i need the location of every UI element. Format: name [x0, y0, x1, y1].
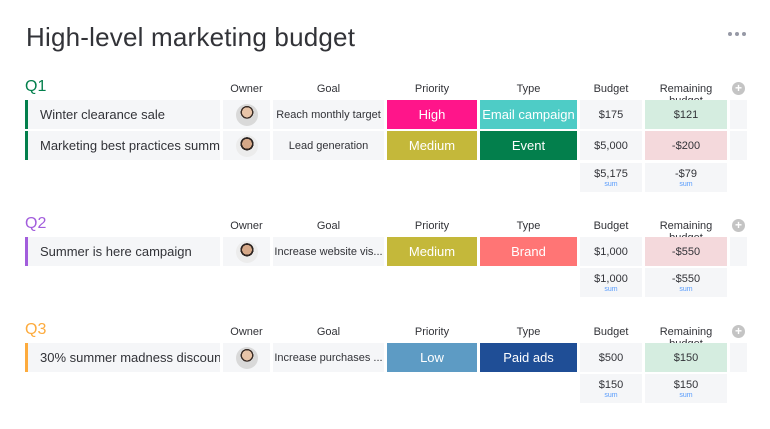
priority-status[interactable]: Low: [387, 343, 477, 372]
priority-status[interactable]: High: [387, 100, 477, 129]
table-row[interactable]: Marketing best practices summit Lead gen…: [0, 131, 770, 160]
remaining-sum-value: -$79: [674, 167, 698, 180]
remaining-sum: -$79 sum: [645, 163, 727, 192]
item-name[interactable]: Summer is here campaign: [25, 237, 220, 266]
column-header-owner[interactable]: Owner: [230, 83, 263, 95]
budget-sum-value: $5,175: [594, 167, 628, 180]
remaining-sum-value: -$550: [671, 272, 701, 285]
avatar[interactable]: [235, 346, 258, 369]
group-title[interactable]: Q2: [25, 215, 47, 232]
more-options-icon[interactable]: [728, 28, 748, 40]
budget-sum: $5,175 sum: [580, 163, 642, 192]
goal-cell[interactable]: Increase purchases ...: [273, 343, 384, 372]
summary-row: $1,000 sum -$550 sum: [0, 268, 770, 297]
column-header-budget[interactable]: Budget: [593, 83, 629, 95]
avatar[interactable]: [235, 134, 258, 157]
budget-cell[interactable]: $5,000: [580, 131, 642, 160]
sum-label: sum: [679, 180, 693, 188]
item-name[interactable]: 30% summer madness discount: [25, 343, 220, 372]
type-status[interactable]: Email campaign: [480, 100, 577, 129]
budget-sum: $1,000 sum: [580, 268, 642, 297]
item-name[interactable]: Marketing best practices summit: [25, 131, 220, 160]
sum-label: sum: [604, 180, 618, 188]
row-end-cell: [730, 343, 747, 372]
column-header-type[interactable]: Type: [516, 326, 541, 338]
table-row[interactable]: Winter clearance sale Reach monthly targ…: [0, 100, 770, 129]
column-header-budget[interactable]: Budget: [593, 220, 629, 232]
column-header-type[interactable]: Type: [516, 83, 541, 95]
goal-cell[interactable]: Reach monthly target: [273, 100, 384, 129]
column-header-goal[interactable]: Goal: [316, 83, 341, 95]
group-title[interactable]: Q3: [25, 321, 47, 338]
priority-status[interactable]: Medium: [387, 237, 477, 266]
remaining-sum-value: $150: [673, 378, 699, 391]
avatar[interactable]: [235, 103, 258, 126]
add-column-icon[interactable]: +: [732, 325, 745, 338]
column-header-priority[interactable]: Priority: [414, 220, 450, 232]
add-column-icon[interactable]: +: [732, 82, 745, 95]
table-row[interactable]: Summer is here campaign Increase website…: [0, 237, 770, 266]
column-header-priority[interactable]: Priority: [414, 326, 450, 338]
remaining-budget-cell[interactable]: $150: [645, 343, 727, 372]
budget-sum-value: $1,000: [594, 272, 628, 285]
budget-sum: $150 sum: [580, 374, 642, 403]
owner-cell[interactable]: [223, 343, 270, 372]
budget-cell[interactable]: $175: [580, 100, 642, 129]
budget-cell[interactable]: $1,000: [580, 237, 642, 266]
sum-label: sum: [679, 391, 693, 399]
column-header-type[interactable]: Type: [516, 220, 541, 232]
sum-label: sum: [679, 285, 693, 293]
goal-cell[interactable]: Lead generation: [273, 131, 384, 160]
column-header-goal[interactable]: Goal: [316, 220, 341, 232]
remaining-budget-cell[interactable]: -$200: [645, 131, 727, 160]
column-header-priority[interactable]: Priority: [414, 83, 450, 95]
avatar[interactable]: [235, 240, 258, 263]
remaining-sum: -$550 sum: [645, 268, 727, 297]
summary-row: $5,175 sum -$79 sum: [0, 163, 770, 192]
add-column-icon[interactable]: +: [732, 219, 745, 232]
table-row[interactable]: 30% summer madness discount Increase pur…: [0, 343, 770, 372]
type-status[interactable]: Paid ads: [480, 343, 577, 372]
page-title: High-level marketing budget: [26, 22, 356, 52]
column-header-owner[interactable]: Owner: [230, 220, 263, 232]
budget-sum-value: $150: [598, 378, 624, 391]
row-end-cell: [730, 237, 747, 266]
type-status[interactable]: Event: [480, 131, 577, 160]
owner-cell[interactable]: [223, 100, 270, 129]
row-end-cell: [730, 100, 747, 129]
remaining-budget-cell[interactable]: -$550: [645, 237, 727, 266]
remaining-sum: $150 sum: [645, 374, 727, 403]
row-end-cell: [730, 131, 747, 160]
sum-label: sum: [604, 391, 618, 399]
sum-label: sum: [604, 285, 618, 293]
remaining-budget-cell[interactable]: $121: [645, 100, 727, 129]
priority-status[interactable]: Medium: [387, 131, 477, 160]
owner-cell[interactable]: [223, 131, 270, 160]
column-header-owner[interactable]: Owner: [230, 326, 263, 338]
summary-row: $150 sum $150 sum: [0, 374, 770, 403]
group-title[interactable]: Q1: [25, 78, 47, 95]
column-header-goal[interactable]: Goal: [316, 326, 341, 338]
goal-cell[interactable]: Increase website vis...: [273, 237, 384, 266]
column-header-budget[interactable]: Budget: [593, 326, 629, 338]
budget-cell[interactable]: $500: [580, 343, 642, 372]
owner-cell[interactable]: [223, 237, 270, 266]
type-status[interactable]: Brand: [480, 237, 577, 266]
item-name[interactable]: Winter clearance sale: [25, 100, 220, 129]
